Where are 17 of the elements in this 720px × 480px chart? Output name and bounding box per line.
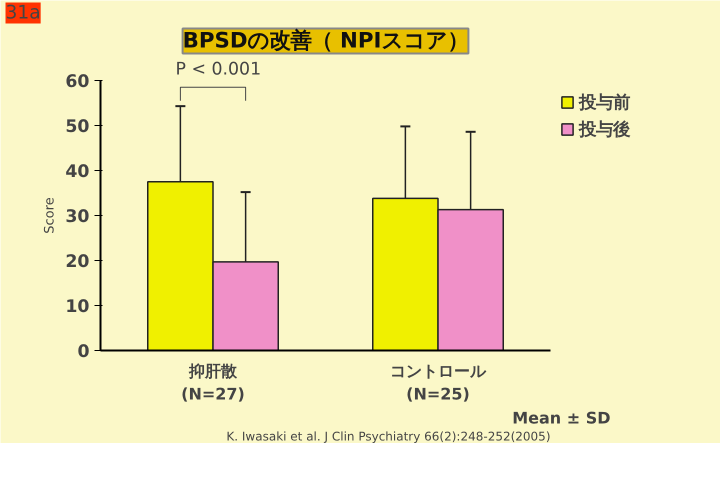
text: K. Iwasaki et al. J Clin Psychiatry 66(2):248-252(2005) bbox=[226, 430, 550, 444]
text: Mean ± SD bbox=[512, 408, 610, 428]
y-tick-label: 30 bbox=[65, 207, 90, 227]
y-axis-title: Score bbox=[42, 197, 58, 234]
legend-label: 投与前 bbox=[579, 92, 630, 114]
y-tick-label: 40 bbox=[65, 162, 90, 182]
y-tick-label: 60 bbox=[65, 72, 90, 92]
y-tick-label: 20 bbox=[65, 252, 90, 272]
y-tick-label: 0 bbox=[77, 342, 90, 362]
y-tick-label: 10 bbox=[65, 297, 90, 317]
legend-label: 投与後 bbox=[579, 119, 630, 141]
text: P < 0.001 bbox=[176, 60, 262, 80]
x-tick-label: 抑肝散 (N=27) bbox=[181, 362, 245, 404]
x-tick-label: コントロール (N=25) bbox=[390, 362, 487, 404]
y-tick-label: 50 bbox=[65, 117, 90, 137]
chart-title: BPSDの改善（ NPIスコア） bbox=[182, 28, 468, 54]
text: 31a bbox=[6, 2, 41, 24]
